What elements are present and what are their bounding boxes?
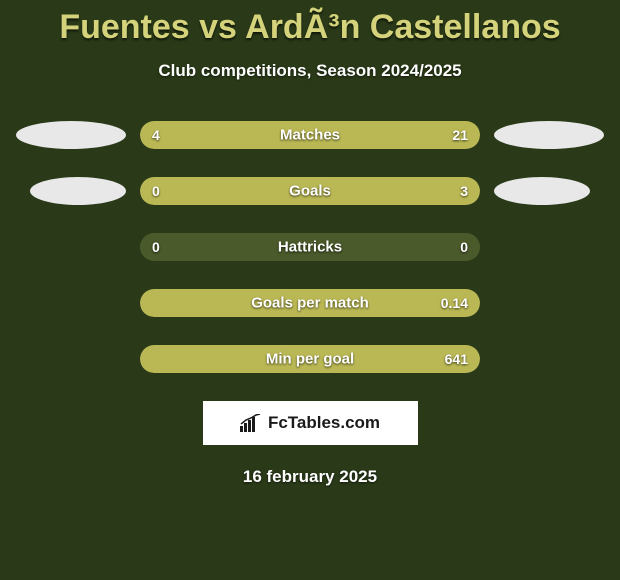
stat-label: Hattricks [278,239,342,256]
bar-fill-left [140,121,201,149]
stat-bar: 0 Hattricks 0 [140,233,480,261]
chart-icon [240,414,262,432]
stat-value-right: 0 [460,239,468,255]
stat-row: 0 Hattricks 0 [0,233,620,261]
comparison-infographic: Fuentes vs ArdÃ³n Castellanos Club compe… [0,0,620,487]
player-right-ellipse [494,177,590,205]
stat-value-left: 0 [152,239,160,255]
date-line: 16 february 2025 [0,467,620,487]
subtitle: Club competitions, Season 2024/2025 [0,61,620,81]
bar-fill-right [201,121,480,149]
player-left-ellipse [30,177,126,205]
stat-label: Goals [289,183,331,200]
brand-text: FcTables.com [268,413,380,433]
stat-row: 4 Matches 21 [0,121,620,149]
stat-value-left: 4 [152,127,160,143]
stat-label: Matches [280,127,340,144]
stat-value-left: 0 [152,183,160,199]
stat-row: Min per goal 641 [0,345,620,373]
stat-value-right: 21 [452,127,468,143]
brand-box: FcTables.com [203,401,418,445]
stat-row: 0 Goals 3 [0,177,620,205]
stat-row: Goals per match 0.14 [0,289,620,317]
stat-bar: Goals per match 0.14 [140,289,480,317]
page-title: Fuentes vs ArdÃ³n Castellanos [0,8,620,47]
player-left-ellipse [16,121,126,149]
stat-value-right: 3 [460,183,468,199]
player-right-ellipse [494,121,604,149]
stat-value-right: 0.14 [441,295,468,311]
stat-bar: Min per goal 641 [140,345,480,373]
stat-label: Goals per match [251,295,369,312]
stat-rows: 4 Matches 21 0 Goals 3 0 Hattricks 0 Goals per ma… [0,121,620,373]
stat-bar: 0 Goals 3 [140,177,480,205]
stat-bar: 4 Matches 21 [140,121,480,149]
stat-value-right: 641 [445,351,468,367]
stat-label: Min per goal [266,351,354,368]
